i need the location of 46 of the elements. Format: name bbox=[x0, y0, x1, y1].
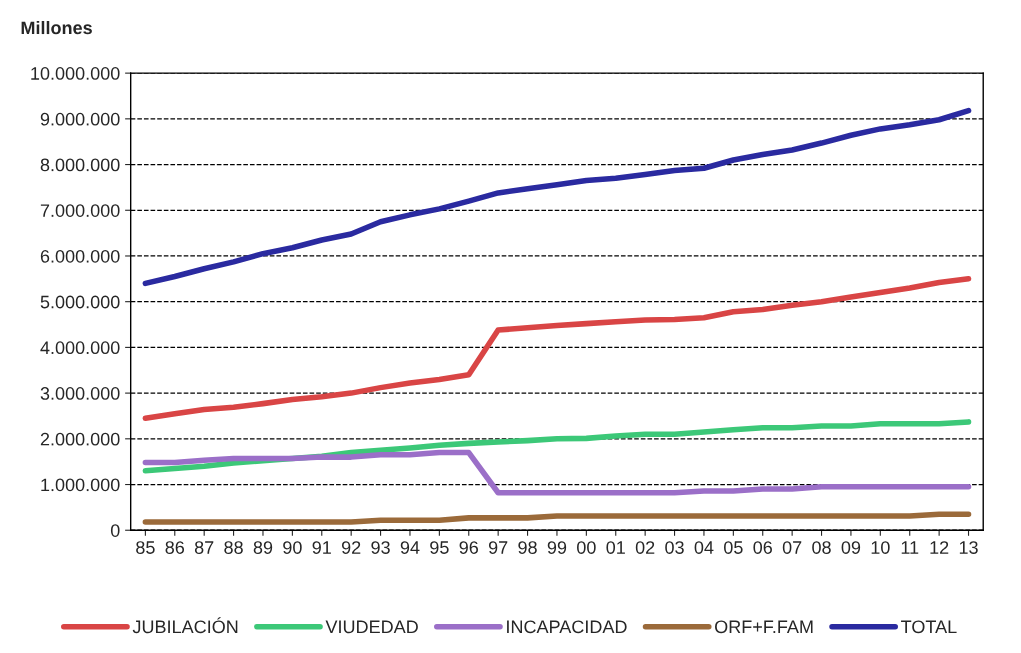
y-tick-label: 7.000.000 bbox=[40, 204, 120, 217]
x-tick-label: 12 bbox=[930, 541, 949, 554]
legend-label: VIUDEDAD bbox=[325, 620, 418, 634]
y-axis-title: Millones bbox=[21, 20, 92, 35]
y-tick-label: 10.000.000 bbox=[31, 67, 120, 80]
x-tick-label: 01 bbox=[606, 541, 625, 554]
x-tick-label: 02 bbox=[635, 541, 655, 554]
x-tick-label: 86 bbox=[165, 541, 185, 554]
legend-label: ORF+F.FAM bbox=[715, 620, 813, 634]
y-tick-label: 3.000.000 bbox=[40, 387, 120, 400]
x-tick-label: 89 bbox=[253, 541, 273, 554]
x-tick-label: 05 bbox=[724, 541, 743, 554]
y-tick-label: 0 bbox=[110, 524, 120, 537]
y-tick-label: 1.000.000 bbox=[41, 478, 120, 492]
x-tick-label: 87 bbox=[194, 541, 214, 554]
x-tick-label: 90 bbox=[283, 541, 302, 554]
x-tick-label: 11 bbox=[901, 541, 919, 554]
x-tick-label: 85 bbox=[136, 541, 155, 554]
x-tick-label: 09 bbox=[841, 541, 861, 554]
y-tick-label: 2.000.000 bbox=[40, 432, 120, 446]
x-tick-label: 97 bbox=[488, 541, 508, 554]
y-tick-label: 5.000.000 bbox=[40, 295, 120, 309]
y-tick-label: 8.000.000 bbox=[40, 158, 120, 172]
legend-label: JUBILACIÓN bbox=[132, 617, 238, 634]
legend-label: TOTAL bbox=[901, 620, 957, 634]
legend-label: INCAPACIDAD bbox=[507, 620, 627, 634]
y-tick-label: 6.000.000 bbox=[40, 249, 120, 263]
x-tick-label: 03 bbox=[665, 541, 684, 554]
y-tick-label: 4.000.000 bbox=[40, 341, 120, 355]
x-tick-label: 95 bbox=[430, 541, 449, 554]
x-tick-label: 04 bbox=[694, 541, 714, 554]
x-tick-label: 00 bbox=[577, 541, 596, 554]
x-tick-label: 91 bbox=[312, 541, 331, 554]
x-tick-label: 93 bbox=[371, 541, 390, 554]
x-tick-label: 98 bbox=[518, 541, 537, 554]
x-tick-label: 13 bbox=[959, 541, 978, 554]
x-tick-label: 07 bbox=[782, 541, 802, 554]
x-tick-label: 99 bbox=[547, 541, 567, 554]
x-tick-label: 06 bbox=[753, 541, 772, 554]
x-tick-label: 94 bbox=[400, 541, 420, 554]
x-tick-label: 92 bbox=[341, 541, 361, 554]
y-tick-label: 9.000.000 bbox=[40, 112, 120, 126]
x-tick-label: 10 bbox=[871, 541, 890, 554]
x-tick-label: 08 bbox=[812, 541, 831, 554]
x-tick-label: 96 bbox=[459, 541, 479, 554]
x-tick-label: 88 bbox=[224, 541, 243, 554]
